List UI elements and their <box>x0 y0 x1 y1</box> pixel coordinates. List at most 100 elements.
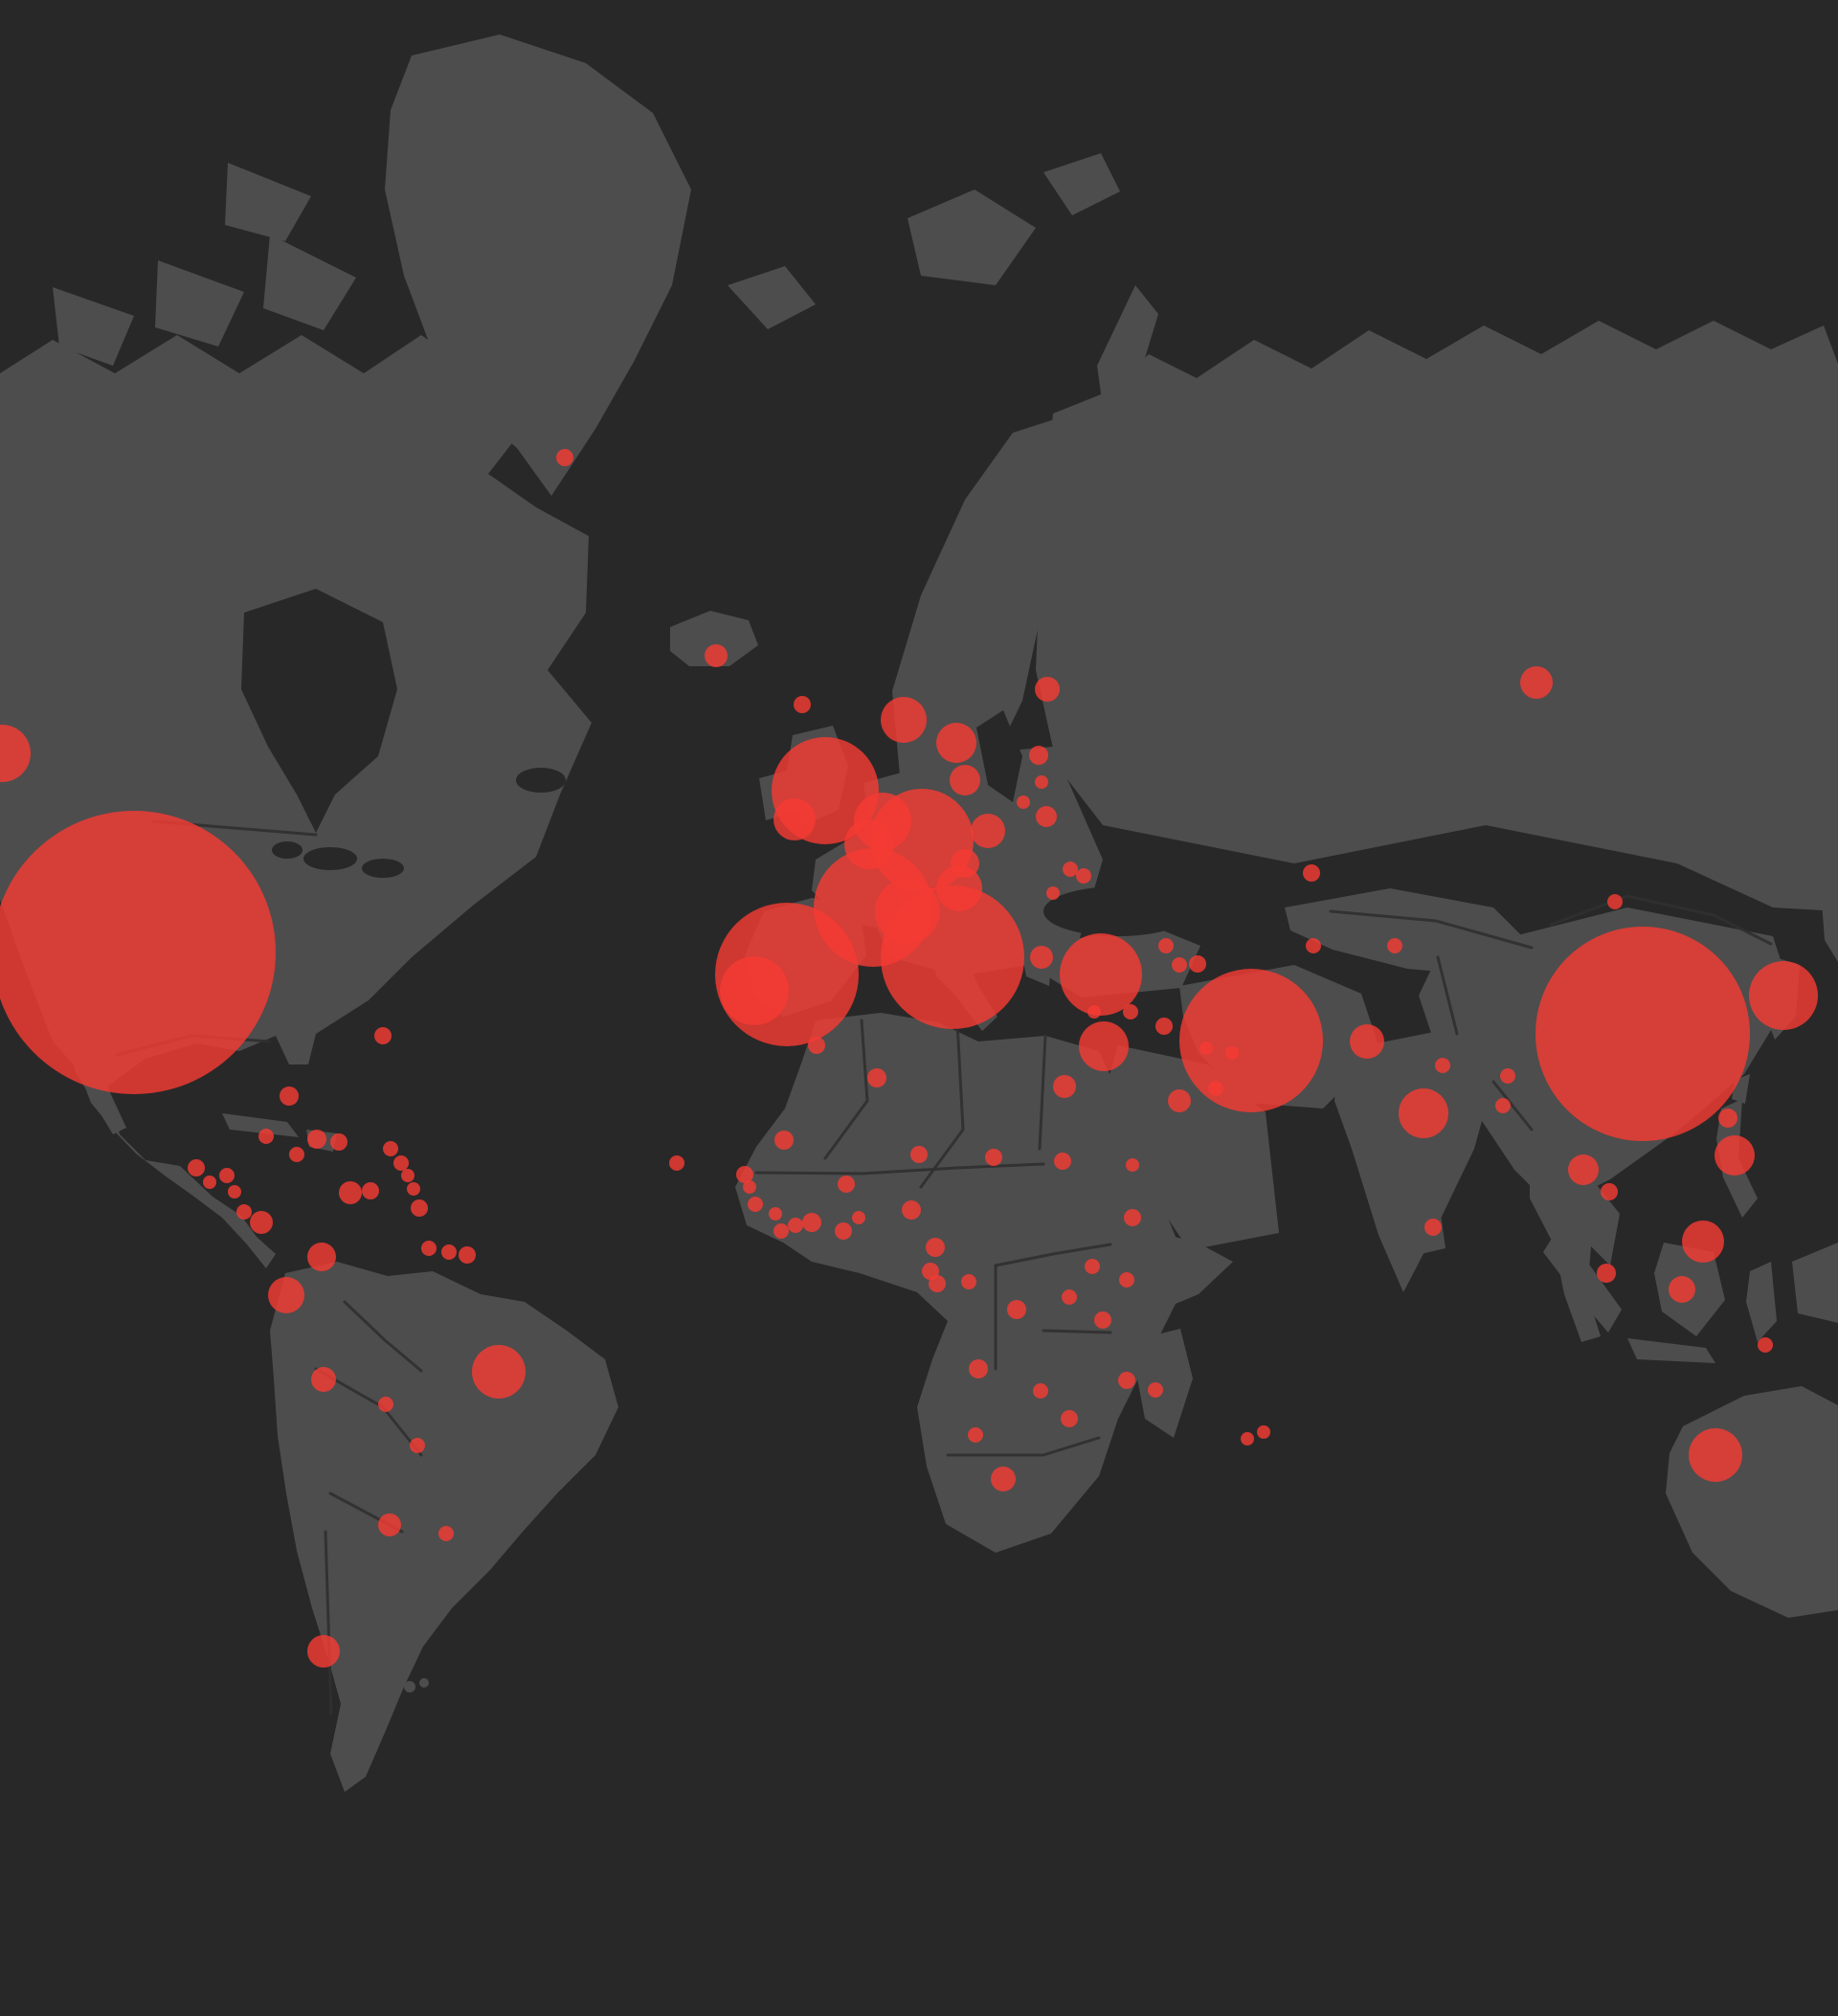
case-marker-us-west-coast[interactable] <box>0 725 31 782</box>
case-marker-south-africa[interactable] <box>991 1467 1016 1491</box>
case-marker-french-guiana[interactable] <box>459 1246 476 1264</box>
case-marker-zambia[interactable] <box>1033 1383 1048 1399</box>
case-marker-morocco[interactable] <box>808 1037 825 1054</box>
case-marker-kyrgyzstan[interactable] <box>1387 938 1402 953</box>
case-marker-mozambique[interactable] <box>1118 1372 1135 1389</box>
case-marker-bahamas[interactable] <box>280 1086 299 1106</box>
case-marker-thailand[interactable] <box>1568 1154 1599 1185</box>
case-marker-togo[interactable] <box>835 1222 852 1240</box>
case-marker-mongolia[interactable] <box>1607 894 1623 909</box>
case-marker-brazil[interactable] <box>472 1345 526 1399</box>
case-marker-guinea[interactable] <box>748 1197 763 1212</box>
case-marker-kenya[interactable] <box>1085 1259 1100 1274</box>
case-marker-el-salvador[interactable] <box>203 1176 216 1189</box>
case-marker-myanmar[interactable] <box>1495 1098 1511 1113</box>
case-marker-nigeria[interactable] <box>902 1200 921 1220</box>
case-marker-united-states[interactable] <box>0 811 276 1094</box>
case-marker-eritrea[interactable] <box>1126 1158 1139 1172</box>
case-marker-colombia[interactable] <box>307 1243 336 1271</box>
case-marker-jamaica[interactable] <box>289 1147 304 1162</box>
case-marker-chile[interactable] <box>307 1635 340 1668</box>
case-marker-singapore[interactable] <box>1597 1264 1616 1283</box>
case-marker-nicaragua[interactable] <box>228 1185 241 1198</box>
case-marker-guyana[interactable] <box>421 1241 437 1256</box>
case-marker-greenland[interactable] <box>556 449 573 466</box>
case-marker-somalia[interactable] <box>1119 1272 1134 1288</box>
case-marker-uzbekistan[interactable] <box>1306 938 1321 953</box>
case-marker-benin[interactable] <box>852 1211 865 1224</box>
case-marker-sweden[interactable] <box>936 723 976 763</box>
case-marker-greece[interactable] <box>1030 946 1053 969</box>
case-marker-liberia[interactable] <box>773 1223 789 1239</box>
case-marker-puerto-rico[interactable] <box>330 1133 347 1151</box>
case-marker-st-petersburg[interactable] <box>1035 677 1060 702</box>
case-marker-mali[interactable] <box>774 1131 794 1150</box>
case-marker-iran[interactable] <box>1179 969 1323 1112</box>
case-marker-st-lucia[interactable] <box>401 1169 415 1182</box>
case-marker-kazakhstan[interactable] <box>1303 864 1320 882</box>
case-marker-ecuador[interactable] <box>268 1277 304 1313</box>
case-marker-dominican-republic[interactable] <box>307 1130 326 1149</box>
case-marker-turkey[interactable] <box>1060 933 1142 1016</box>
case-marker-peru[interactable] <box>311 1367 336 1392</box>
case-marker-georgia[interactable] <box>1158 938 1174 953</box>
case-marker-argentina[interactable] <box>378 1513 401 1536</box>
case-marker-bolivia[interactable] <box>378 1397 393 1412</box>
case-marker-suriname[interactable] <box>441 1244 457 1260</box>
case-marker-panama[interactable] <box>250 1211 273 1234</box>
case-marker-iraq[interactable] <box>1155 1018 1173 1035</box>
case-marker-australia[interactable] <box>1689 1428 1742 1482</box>
case-marker-dr-congo[interactable] <box>1007 1300 1026 1319</box>
case-marker-gabon[interactable] <box>929 1275 946 1292</box>
case-marker-honduras[interactable] <box>219 1168 235 1183</box>
case-marker-taiwan[interactable] <box>1718 1109 1737 1128</box>
case-marker-guatemala[interactable] <box>188 1159 205 1176</box>
case-marker-ghana[interactable] <box>802 1213 821 1232</box>
case-marker-saudi-arabia[interactable] <box>1168 1089 1191 1112</box>
case-marker-uganda[interactable] <box>1062 1289 1077 1305</box>
case-marker-south-korea[interactable] <box>1749 961 1818 1030</box>
case-marker-united-kingdom[interactable] <box>772 737 879 844</box>
case-marker-chad[interactable] <box>985 1149 1002 1166</box>
case-marker-cape-verde[interactable] <box>669 1155 684 1171</box>
case-marker-iceland[interactable] <box>705 644 728 667</box>
case-marker-romania[interactable] <box>1046 886 1060 900</box>
case-marker-cuba[interactable] <box>258 1129 274 1144</box>
case-marker-reunion[interactable] <box>1241 1432 1254 1445</box>
case-marker-mauritius[interactable] <box>1257 1425 1270 1439</box>
case-marker-algeria[interactable] <box>867 1068 886 1087</box>
case-marker-niger[interactable] <box>910 1146 928 1163</box>
case-marker-venezuela-east[interactable] <box>362 1182 379 1199</box>
case-marker-lebanon[interactable] <box>1123 1004 1138 1019</box>
case-marker-bangladesh[interactable] <box>1500 1068 1515 1084</box>
case-marker-timor[interactable] <box>1758 1337 1773 1353</box>
case-marker-india[interactable] <box>1399 1088 1448 1138</box>
case-marker-vietnam[interactable] <box>1601 1183 1618 1200</box>
case-marker-trinidad[interactable] <box>411 1199 428 1217</box>
case-marker-egypt[interactable] <box>1053 1075 1076 1098</box>
case-marker-venezuela[interactable] <box>339 1181 362 1204</box>
case-marker-uruguay[interactable] <box>438 1526 454 1541</box>
case-marker-armenia[interactable] <box>1172 957 1187 973</box>
case-marker-gambia[interactable] <box>743 1180 756 1194</box>
case-marker-barbados[interactable] <box>407 1182 420 1196</box>
case-marker-madagascar[interactable] <box>1148 1382 1163 1398</box>
case-marker-india-north[interactable] <box>1435 1058 1450 1073</box>
case-marker-ethiopia[interactable] <box>1124 1209 1141 1226</box>
case-marker-belarus-south[interactable] <box>1036 806 1057 827</box>
case-marker-norway[interactable] <box>881 697 927 743</box>
case-marker-faroe-islands[interactable] <box>794 696 811 713</box>
case-marker-burkina-faso[interactable] <box>838 1176 855 1193</box>
case-marker-costa-rica[interactable] <box>236 1204 252 1220</box>
case-marker-cote-divoire[interactable] <box>788 1218 803 1233</box>
case-marker-sierra-leone[interactable] <box>769 1207 782 1221</box>
case-marker-czechia[interactable] <box>951 849 979 878</box>
case-marker-portugal[interactable] <box>720 956 789 1025</box>
case-marker-siberia[interactable] <box>1520 666 1553 699</box>
case-marker-central-african-republic[interactable] <box>961 1274 976 1289</box>
case-marker-ukraine[interactable] <box>1063 862 1078 877</box>
case-marker-angola[interactable] <box>969 1359 988 1378</box>
case-marker-cyprus[interactable] <box>1087 1005 1101 1019</box>
case-marker-rwanda[interactable] <box>1094 1311 1111 1329</box>
